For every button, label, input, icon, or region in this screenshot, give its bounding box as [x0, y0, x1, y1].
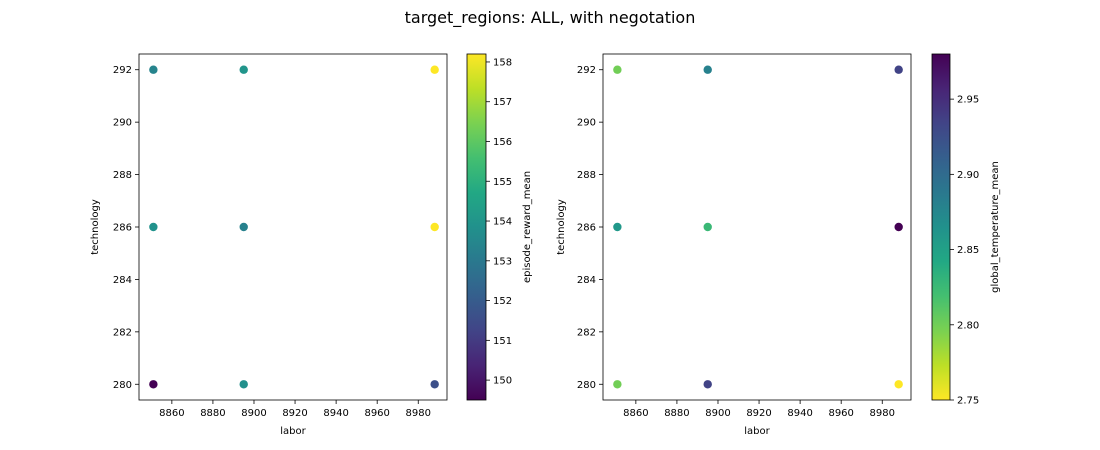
- right-scatter-point: [894, 222, 903, 232]
- left-y-tick-label: 290: [113, 118, 132, 129]
- left-colorbar-tick-label: 154: [493, 217, 512, 228]
- figure-title: target_regions: ALL, with negotation: [405, 8, 696, 28]
- right-colorbar-label: global_temperature_mean: [990, 161, 1001, 293]
- right-scatter-point: [613, 380, 622, 389]
- left-y-tick-label: 288: [113, 170, 132, 181]
- left-scatter-point: [239, 380, 248, 389]
- left-colorbar-tick-label: 157: [493, 97, 512, 108]
- left-colorbar: [466, 53, 487, 401]
- left-x-tick-label: 8880: [200, 408, 225, 419]
- left-y-tick-label: 284: [113, 275, 132, 286]
- right-y-tick-label: 292: [577, 65, 596, 76]
- left-scatter-point: [149, 222, 158, 232]
- left-colorbar-tick-label: 152: [493, 296, 512, 307]
- left-scatter-plot: 8860 8880 8900 8920 8940 8960 8980 280 282 284 286…: [113, 53, 512, 419]
- left-y-tick-label: 282: [113, 327, 132, 338]
- right-x-tick-label: 8960: [828, 408, 853, 419]
- left-y-axis-label: technology: [90, 199, 101, 255]
- right-y-tick-label: 284: [577, 275, 596, 286]
- left-x-tick-label: 8900: [241, 408, 266, 419]
- right-scatter-point: [703, 65, 712, 74]
- left-y-tick-label: 280: [113, 380, 132, 391]
- left-colorbar-tick-label: 156: [493, 137, 512, 148]
- right-scatter-point: [613, 65, 622, 74]
- right-scatter-point: [703, 222, 712, 232]
- right-colorbar-tick-label: 2.80: [957, 320, 979, 331]
- left-colorbar-tick-label: 153: [493, 256, 512, 267]
- left-scatter-point: [430, 222, 439, 232]
- left-colorbar-tick-label: 158: [493, 57, 512, 68]
- left-x-tick-label: 8960: [364, 408, 389, 419]
- left-scatter-point: [430, 65, 439, 74]
- left-x-tick-label: 8940: [323, 408, 348, 419]
- right-x-tick-label: 8940: [787, 408, 812, 419]
- right-scatter-plot: 8860 8880 8900 8920 8940 8960 8980 280 282 284 286…: [577, 53, 979, 419]
- right-x-tick-label: 8860: [623, 408, 648, 419]
- left-plot-frame: [138, 53, 448, 401]
- right-colorbar-tick-label: 2.75: [957, 396, 979, 407]
- left-y-tick-label: 292: [113, 65, 132, 76]
- left-scatter-point: [239, 65, 248, 74]
- left-colorbar-tick-label: 155: [493, 177, 512, 188]
- right-colorbar-tick-label: 2.95: [957, 95, 979, 106]
- right-y-tick-label: 286: [577, 223, 596, 234]
- left-x-tick-label: 8920: [282, 408, 307, 419]
- left-x-axis-label: labor: [280, 426, 306, 437]
- left-colorbar-tick-label: 150: [493, 376, 512, 387]
- left-colorbar-tick-label: 151: [493, 336, 512, 347]
- right-x-axis-label: labor: [744, 426, 770, 437]
- right-y-axis-label: technology: [556, 199, 567, 255]
- right-y-tick-label: 282: [577, 327, 596, 338]
- right-x-tick-label: 8980: [870, 408, 895, 419]
- right-x-tick-label: 8920: [746, 408, 771, 419]
- right-y-tick-label: 288: [577, 170, 596, 181]
- right-colorbar-tick-label: 2.85: [957, 245, 979, 256]
- left-colorbar-label: episode_reward_mean: [522, 171, 533, 283]
- left-x-tick-label: 8860: [159, 408, 184, 419]
- right-scatter-point: [703, 380, 712, 389]
- right-plot-frame: [602, 53, 912, 401]
- left-scatter-point: [239, 222, 248, 232]
- left-x-tick-label: 8980: [406, 408, 431, 419]
- left-scatter-point: [430, 380, 439, 389]
- left-scatter-point: [149, 380, 158, 389]
- right-x-tick-label: 8900: [705, 408, 730, 419]
- right-scatter-point: [894, 65, 903, 74]
- right-scatter-point: [613, 222, 622, 232]
- left-scatter-point: [149, 65, 158, 74]
- right-colorbar-tick-label: 2.90: [957, 170, 979, 181]
- right-y-tick-label: 280: [577, 380, 596, 391]
- right-x-tick-label: 8880: [664, 408, 689, 419]
- right-axis-labels: labor technology global_temperature_mean: [556, 161, 1001, 437]
- right-scatter-point: [894, 380, 903, 389]
- left-y-tick-label: 286: [113, 223, 132, 234]
- left-axis-labels: labor technology episode_reward_mean: [90, 171, 533, 437]
- right-colorbar: [931, 53, 951, 401]
- right-y-tick-label: 290: [577, 118, 596, 129]
